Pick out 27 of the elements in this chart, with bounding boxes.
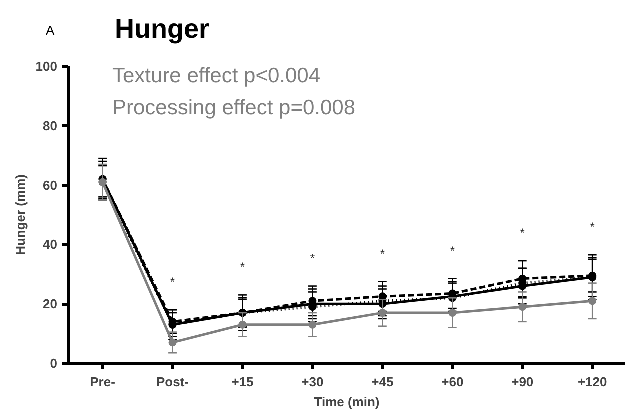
annotation: *	[310, 251, 316, 266]
x-tick-label: Post-	[156, 374, 190, 390]
annotation: Texture effect p<0.004	[112, 64, 321, 88]
y-tick-label: 0	[50, 356, 58, 371]
x-tick-label: +90	[512, 374, 534, 390]
annotation: *	[590, 220, 596, 234]
y-tick-label: 100	[36, 59, 58, 74]
y-tick-label: 20	[43, 296, 58, 312]
y-tick-label: 40	[43, 237, 58, 252]
x-tick-label: +15	[232, 374, 254, 390]
x-tick-label: +30	[302, 374, 324, 390]
annotation: Processing effect p=0.008	[112, 96, 356, 120]
annotation: *	[450, 244, 456, 258]
y-tick-label: 60	[43, 178, 58, 193]
x-tick-label: Pre-	[90, 374, 116, 390]
chart-title: Hunger	[115, 13, 210, 46]
x-tick-label: +120	[578, 374, 608, 390]
annotation: *	[170, 275, 176, 290]
y-tick-label: 80	[43, 118, 58, 134]
annotation: *	[520, 226, 526, 240]
annotation: *	[240, 260, 246, 274]
x-tick-label: +60	[442, 374, 464, 390]
annotation: *	[380, 246, 386, 261]
y-axis-title: Hunger (mm)	[12, 174, 28, 256]
x-tick-label: +45	[372, 374, 394, 390]
text: A	[46, 22, 55, 40]
x-axis-title: Time (min)	[314, 394, 380, 410]
